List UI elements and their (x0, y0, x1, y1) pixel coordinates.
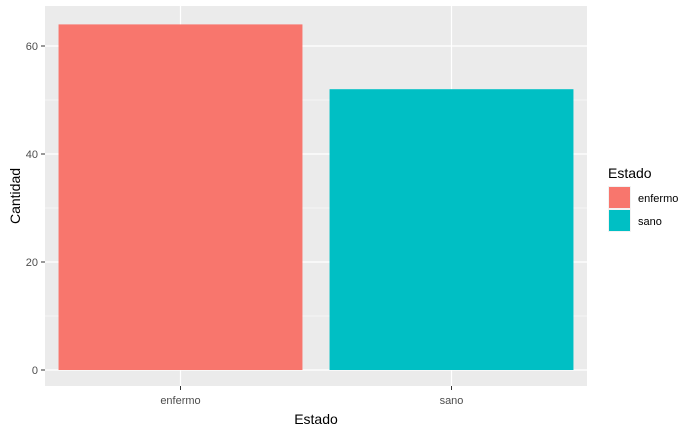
legend-items: enfermo sano (608, 186, 678, 232)
legend-label-sano: sano (638, 216, 662, 228)
bars-group (58, 24, 574, 371)
legend-label-enfermo: enfermo (638, 193, 678, 205)
y-tick-label: 40 (26, 149, 38, 161)
x-axis: enfermo sano (160, 386, 463, 407)
x-axis-title: Estado (294, 411, 338, 427)
x-tick-label: sano (440, 395, 464, 407)
y-axis: 0 20 40 60 (26, 41, 45, 377)
legend-swatch-sano (609, 210, 630, 231)
bar-sano (329, 89, 574, 370)
y-axis-title: Cantidad (7, 168, 23, 224)
y-tick-label: 60 (26, 41, 38, 53)
legend-title: Estado (608, 165, 652, 181)
legend-swatch-enfermo (609, 187, 630, 208)
bar-enfermo (58, 24, 303, 371)
legend: Estado enfermo sano (608, 165, 678, 232)
x-tick-label: enfermo (160, 395, 200, 407)
y-tick-label: 20 (26, 257, 38, 269)
y-tick-label: 0 (32, 365, 38, 377)
